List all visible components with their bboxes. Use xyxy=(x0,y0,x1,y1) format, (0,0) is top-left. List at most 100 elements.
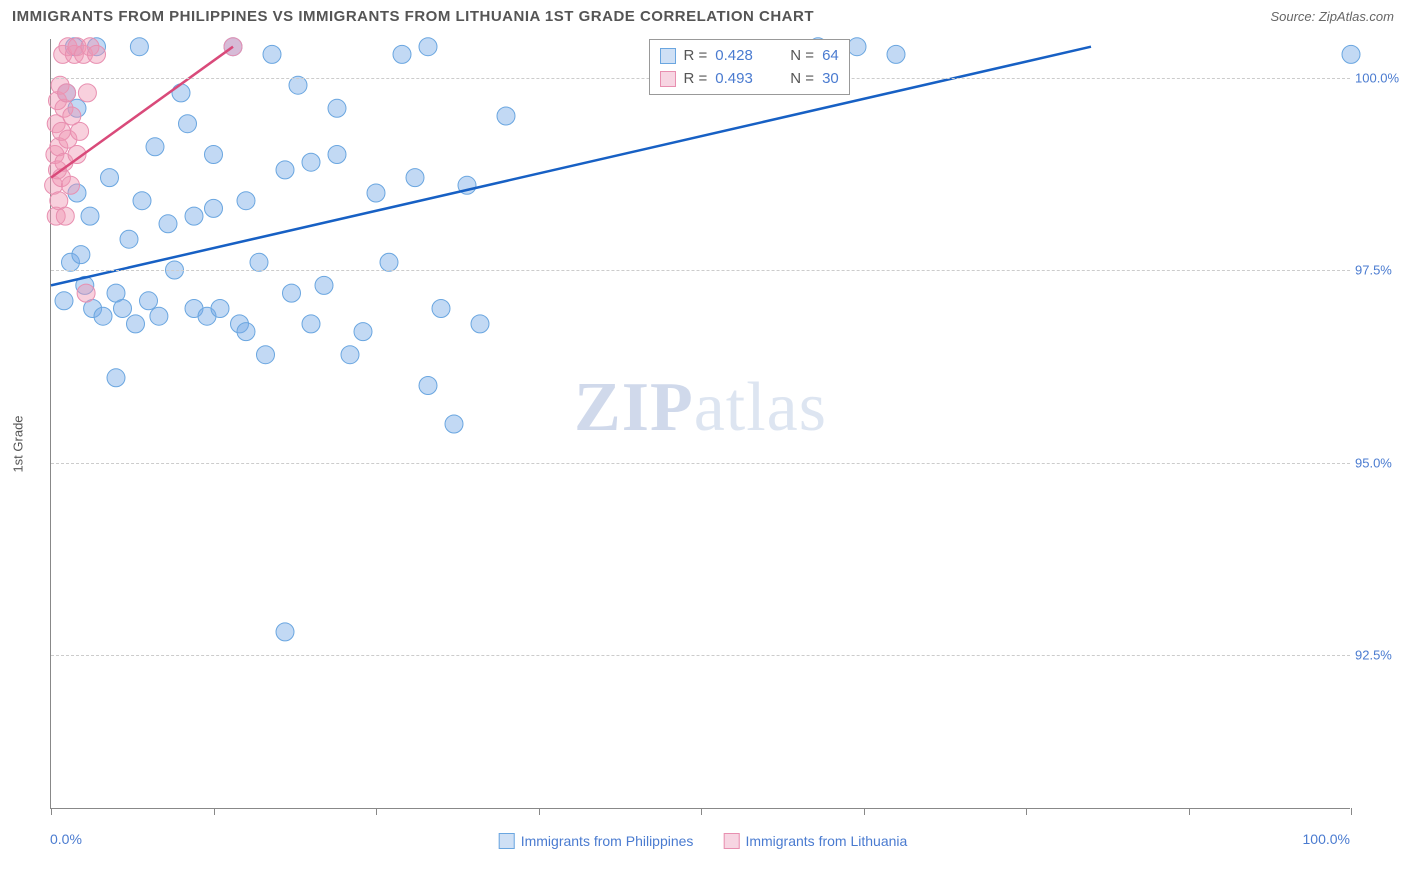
data-point xyxy=(114,300,132,318)
data-point xyxy=(172,84,190,102)
data-point xyxy=(133,192,151,210)
data-point xyxy=(257,346,275,364)
data-point xyxy=(58,84,76,102)
legend-label-lithuania: Immigrants from Lithuania xyxy=(745,833,907,849)
data-point xyxy=(127,315,145,333)
swatch-philippines xyxy=(499,833,515,849)
y-tick-label: 97.5% xyxy=(1355,263,1406,278)
data-point xyxy=(289,76,307,94)
data-point xyxy=(88,45,106,63)
data-point xyxy=(406,169,424,187)
data-point xyxy=(354,323,372,341)
n-value-lithuania: 30 xyxy=(822,70,839,87)
grid-line xyxy=(51,270,1350,271)
data-point xyxy=(62,176,80,194)
x-min-label: 0.0% xyxy=(50,831,82,847)
y-tick-label: 100.0% xyxy=(1355,70,1406,85)
n-value-philippines: 64 xyxy=(822,47,839,64)
legend-item-philippines: Immigrants from Philippines xyxy=(499,833,694,849)
data-point xyxy=(120,230,138,248)
x-tick xyxy=(864,808,865,815)
data-point xyxy=(432,300,450,318)
data-point xyxy=(419,38,437,56)
swatch-lithuania xyxy=(723,833,739,849)
y-axis-title: 1st Grade xyxy=(11,415,26,472)
data-point xyxy=(445,415,463,433)
correlation-row-lithuania: R = 0.493 N = 30 xyxy=(660,67,839,90)
data-point xyxy=(150,307,168,325)
source-prefix: Source: xyxy=(1270,9,1318,24)
data-point xyxy=(283,284,301,302)
source-name: ZipAtlas.com xyxy=(1319,9,1394,24)
n-label: N = xyxy=(790,47,814,64)
x-tick xyxy=(1026,808,1027,815)
data-point xyxy=(276,161,294,179)
data-point xyxy=(276,623,294,641)
x-tick xyxy=(376,808,377,815)
data-point xyxy=(179,115,197,133)
series-legend: Immigrants from Philippines Immigrants f… xyxy=(499,833,908,849)
data-point xyxy=(848,38,866,56)
data-point xyxy=(1342,45,1360,63)
data-point xyxy=(72,246,90,264)
data-point xyxy=(237,323,255,341)
x-tick xyxy=(701,808,702,815)
data-point xyxy=(367,184,385,202)
data-point xyxy=(211,300,229,318)
data-point xyxy=(94,307,112,325)
data-point xyxy=(887,45,905,63)
x-tick xyxy=(539,808,540,815)
x-tick xyxy=(1351,808,1352,815)
data-point xyxy=(146,138,164,156)
data-point xyxy=(315,276,333,294)
data-point xyxy=(130,38,148,56)
y-tick-label: 95.0% xyxy=(1355,455,1406,470)
data-point xyxy=(471,315,489,333)
data-point xyxy=(55,292,73,310)
x-tick xyxy=(51,808,52,815)
data-point xyxy=(302,153,320,171)
n-label: N = xyxy=(790,70,814,87)
legend-label-philippines: Immigrants from Philippines xyxy=(521,833,694,849)
r-label: R = xyxy=(684,47,708,64)
data-point xyxy=(302,315,320,333)
source-attribution: Source: ZipAtlas.com xyxy=(1270,9,1394,24)
data-point xyxy=(393,45,411,63)
swatch-lithuania xyxy=(660,71,676,87)
data-point xyxy=(185,207,203,225)
r-value-philippines: 0.428 xyxy=(715,47,770,64)
plot-area: ZIPatlas R = 0.428 N = 64 R = 0.493 N = … xyxy=(50,39,1350,809)
data-point xyxy=(56,207,74,225)
data-point xyxy=(205,199,223,217)
chart-container: 1st Grade ZIPatlas R = 0.428 N = 64 R = … xyxy=(0,29,1406,859)
y-tick-label: 92.5% xyxy=(1355,648,1406,663)
x-tick xyxy=(1189,808,1190,815)
data-point xyxy=(328,99,346,117)
x-max-label: 100.0% xyxy=(1303,831,1350,847)
data-point xyxy=(250,253,268,271)
data-point xyxy=(140,292,158,310)
data-point xyxy=(71,122,89,140)
trend-line xyxy=(51,47,1091,286)
data-point xyxy=(81,207,99,225)
grid-line xyxy=(51,655,1350,656)
data-point xyxy=(263,45,281,63)
data-point xyxy=(77,284,95,302)
data-point xyxy=(419,377,437,395)
data-point xyxy=(159,215,177,233)
correlation-legend: R = 0.428 N = 64 R = 0.493 N = 30 xyxy=(649,39,850,95)
swatch-philippines xyxy=(660,48,676,64)
x-tick xyxy=(214,808,215,815)
scatter-svg xyxy=(51,39,1350,808)
data-point xyxy=(237,192,255,210)
data-point xyxy=(341,346,359,364)
r-value-lithuania: 0.493 xyxy=(715,70,770,87)
data-point xyxy=(497,107,515,125)
data-point xyxy=(107,369,125,387)
correlation-row-philippines: R = 0.428 N = 64 xyxy=(660,44,839,67)
chart-title: IMMIGRANTS FROM PHILIPPINES VS IMMIGRANT… xyxy=(12,8,814,25)
r-label: R = xyxy=(684,70,708,87)
data-point xyxy=(380,253,398,271)
data-point xyxy=(101,169,119,187)
data-point xyxy=(205,146,223,164)
